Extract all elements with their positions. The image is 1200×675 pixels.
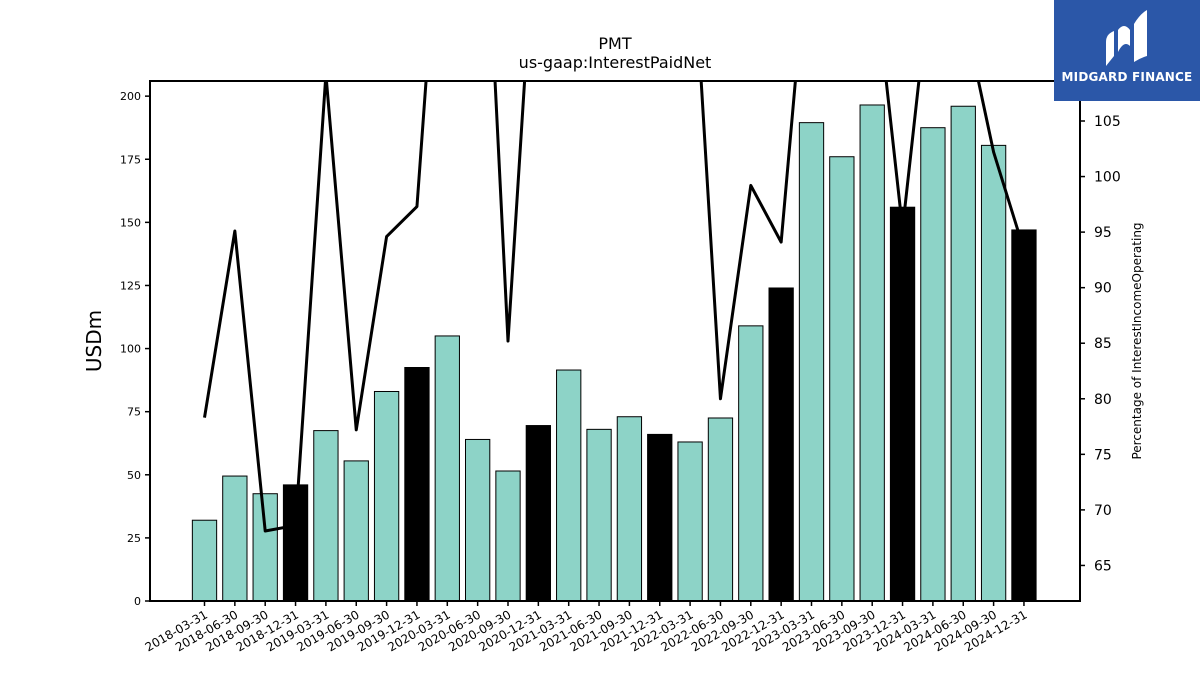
y-tick-label: 75 xyxy=(127,406,141,419)
bar xyxy=(495,470,521,602)
y2-tick-label: 70 xyxy=(1094,503,1112,519)
y-axis-label: USDm xyxy=(82,310,106,372)
bar xyxy=(525,425,552,602)
bar xyxy=(950,105,976,602)
plot-frame xyxy=(149,80,1081,602)
y2-tick-label: 105 xyxy=(1094,114,1121,130)
bar xyxy=(465,438,491,602)
bar xyxy=(707,417,734,602)
bar xyxy=(889,206,916,602)
bar xyxy=(738,325,764,602)
y-tick-label: 175 xyxy=(120,153,141,166)
y-tick-label: 25 xyxy=(127,532,141,545)
y-tick-label: 200 xyxy=(120,90,141,103)
bar xyxy=(798,122,825,602)
bar xyxy=(373,390,400,602)
line-series xyxy=(203,81,1026,533)
bar-series xyxy=(191,104,1037,602)
brand-logo: MIDGARD FINANCE xyxy=(1054,0,1200,101)
bar xyxy=(677,441,703,602)
bar xyxy=(980,144,1007,602)
bar xyxy=(859,104,885,602)
bar xyxy=(829,156,855,602)
bar xyxy=(282,484,309,602)
y-tick-label: 50 xyxy=(127,469,141,482)
bar xyxy=(616,416,643,602)
y2-axis-label: Percentage of InterestIncomeOperating xyxy=(1130,222,1144,459)
chart-subtitle: us-gaap:InterestPaidNet xyxy=(519,53,712,72)
y2-tick-label: 95 xyxy=(1094,225,1112,241)
bar xyxy=(1011,229,1037,602)
y2-tick-label: 85 xyxy=(1094,336,1112,352)
bar xyxy=(556,369,582,602)
y2-tick-label: 100 xyxy=(1094,170,1121,186)
y2-tick-label: 65 xyxy=(1094,558,1112,574)
brand-name: MIDGARD FINANCE xyxy=(1061,70,1193,84)
bar xyxy=(313,430,339,602)
bar xyxy=(920,127,946,602)
y-tick-label: 100 xyxy=(120,343,141,356)
bar xyxy=(343,460,369,602)
bar xyxy=(434,335,460,602)
chart-title: PMT xyxy=(598,34,631,53)
bar xyxy=(222,475,248,602)
y2-tick-label: 80 xyxy=(1094,392,1112,408)
brand-mark-icon xyxy=(1106,10,1147,66)
bar xyxy=(647,433,673,602)
y-tick-label: 150 xyxy=(120,216,141,229)
bar xyxy=(586,428,612,602)
y2-tick-label: 75 xyxy=(1094,447,1112,463)
bar xyxy=(768,287,794,602)
y-tick-label: 125 xyxy=(120,279,141,292)
bar xyxy=(404,367,430,602)
bar xyxy=(252,493,278,602)
y2-tick-label: 90 xyxy=(1094,281,1112,297)
line-path xyxy=(203,81,1026,533)
y-tick-label: 0 xyxy=(134,595,141,608)
bar xyxy=(191,519,218,602)
